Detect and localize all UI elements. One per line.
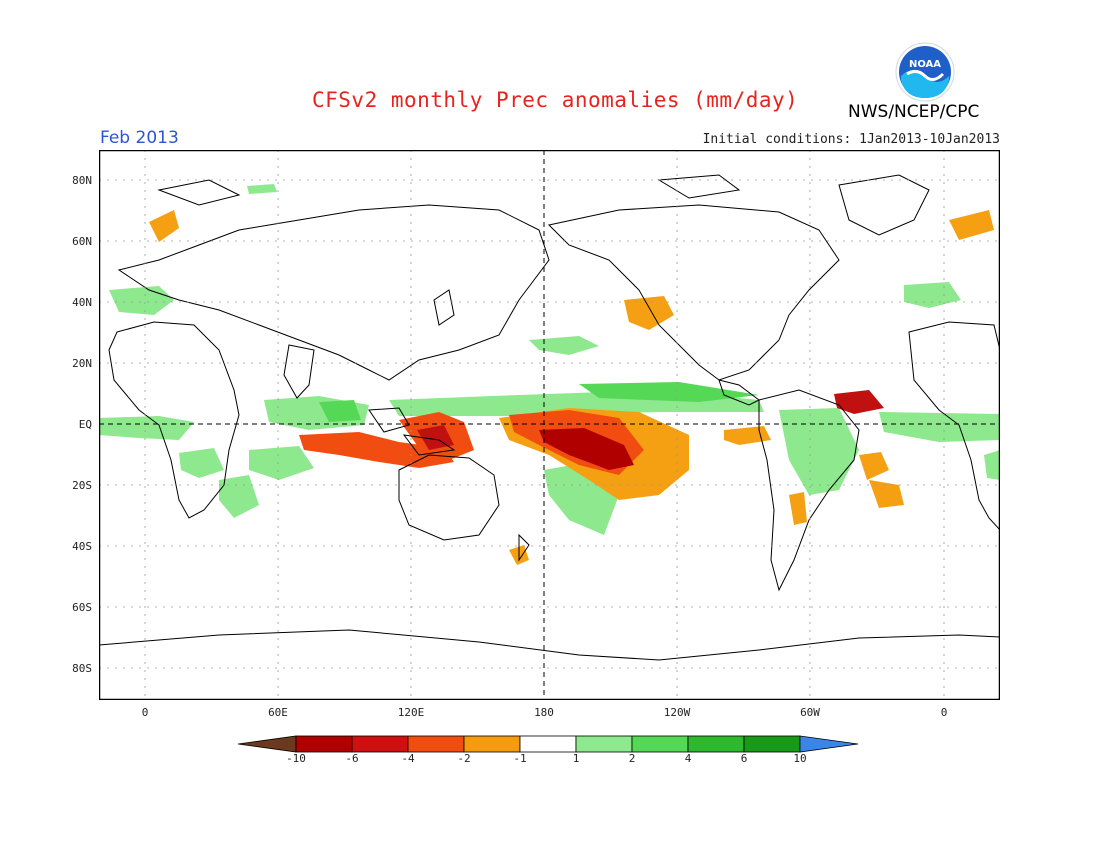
- colorbar-label: -1: [513, 752, 527, 765]
- colorbar-label: -2: [457, 752, 471, 765]
- lat-label: 80N: [72, 174, 92, 187]
- wet-anomaly-samerica: [779, 408, 859, 495]
- lat-label: 60N: [72, 235, 92, 248]
- colorbar-segment: [743, 735, 801, 753]
- dry-anomaly-pacific-central-strong: [539, 428, 634, 470]
- dry-anomaly-samerica-w: [789, 492, 807, 525]
- colorbar-label: 4: [684, 752, 692, 765]
- colorbar-segment: [575, 735, 633, 753]
- noaa-logo: NOAA: [895, 42, 955, 102]
- dry-anomaly-indian-ocean: [299, 432, 454, 468]
- colorbar-label: 2: [628, 752, 636, 765]
- lat-label: 80S: [72, 662, 92, 675]
- colorbar-segment: [295, 735, 353, 753]
- colorbar-label: -10: [286, 752, 306, 765]
- lon-label: 180: [534, 706, 554, 719]
- wet-anomaly-africa-south: [179, 448, 224, 478]
- lat-label: 20N: [72, 357, 92, 370]
- lat-label: 20S: [72, 479, 92, 492]
- colorbar-label: -6: [345, 752, 359, 765]
- lon-label: 60W: [800, 706, 820, 719]
- lat-label: EQ: [78, 418, 92, 431]
- dry-anomaly-greenland: [949, 210, 994, 240]
- wet-anomaly-europe-east: [904, 282, 961, 308]
- dry-anomaly-samerica-e: [859, 452, 889, 480]
- reference-lines: [99, 150, 1000, 700]
- coastlines: [99, 174, 1000, 661]
- lon-label: 120E: [397, 706, 425, 719]
- wet-anomaly-atlantic-west: [99, 416, 194, 440]
- dry-anomaly-fields: [149, 210, 994, 565]
- colorbar-label: 6: [740, 752, 748, 765]
- colorbar-label: 10: [793, 752, 807, 765]
- dry-anomaly-pacific-ne: [624, 296, 674, 330]
- wet-anomaly-arctic: [247, 184, 277, 194]
- wet-anomaly-indian-s: [249, 446, 314, 480]
- lon-label: 0: [141, 706, 149, 719]
- colorbar-label: -4: [401, 752, 415, 765]
- colorbar-segment: [631, 735, 689, 753]
- agency-label: NWS/NCEP/CPC: [848, 102, 980, 122]
- wet-anomaly-pacific-nw: [529, 336, 599, 355]
- wet-anomaly-pacific-north-strong: [579, 382, 759, 402]
- map-frame: [99, 150, 1000, 700]
- chart-title: CFSv2 monthly Prec anomalies (mm/day): [312, 88, 799, 112]
- lon-label: 60E: [268, 706, 288, 719]
- colorbar: [238, 735, 859, 753]
- anomaly-fields: [99, 184, 1000, 535]
- lon-label: 120W: [663, 706, 691, 719]
- dry-anomaly-europe-north: [149, 210, 179, 242]
- lon-label: 0: [940, 706, 948, 719]
- initial-conditions: Initial conditions: 1Jan2013-10Jan2013: [702, 132, 1000, 147]
- dry-anomaly-atlantic-nw: [834, 390, 884, 414]
- colorbar-segment: [407, 735, 465, 753]
- wet-anomaly-africa-se: [219, 475, 259, 518]
- colorbar-segment: [687, 735, 745, 753]
- precip-anomaly-map: [99, 150, 1000, 700]
- lat-label: 60S: [72, 601, 92, 614]
- colorbar-segment: [463, 735, 521, 753]
- colorbar-arrow-low: [238, 735, 297, 753]
- colorbar-label: 1: [572, 752, 580, 765]
- wet-anomaly-indian-strong: [319, 400, 361, 422]
- wet-anomaly-africa-east-tip: [984, 450, 1000, 480]
- dry-anomaly-atlantic-s: [869, 480, 904, 508]
- logo-text: NOAA: [909, 59, 941, 70]
- colorbar-arrow-high: [799, 735, 859, 753]
- lat-label: 40N: [72, 296, 92, 309]
- lat-label: 40S: [72, 540, 92, 553]
- forecast-month: Feb 2013: [100, 128, 179, 148]
- colorbar-segment: [351, 735, 409, 753]
- wet-anomaly-atlantic-east: [879, 412, 1000, 442]
- colorbar-segment: [519, 735, 577, 753]
